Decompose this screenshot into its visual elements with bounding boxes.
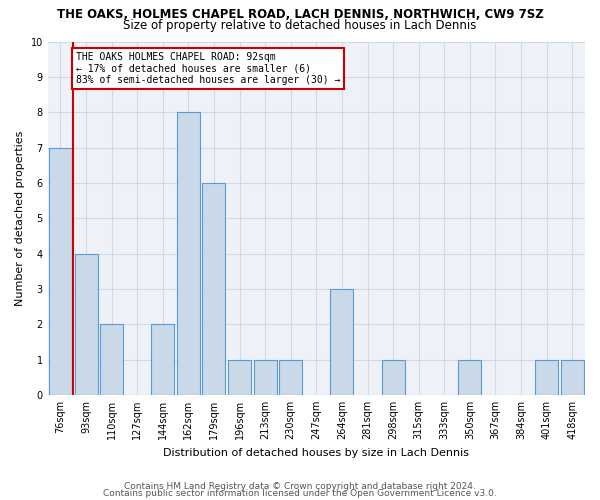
Bar [279, 360, 302, 395]
Bar [382, 360, 404, 395]
X-axis label: Distribution of detached houses by size in Lach Dennis: Distribution of detached houses by size … [163, 448, 469, 458]
Bar [535, 360, 558, 395]
Bar [49, 148, 72, 395]
Bar [458, 360, 481, 395]
Bar [177, 112, 200, 395]
Bar [202, 183, 226, 395]
Bar [74, 254, 98, 395]
Y-axis label: Number of detached properties: Number of detached properties [15, 130, 25, 306]
Bar [560, 360, 584, 395]
Text: Contains public sector information licensed under the Open Government Licence v3: Contains public sector information licen… [103, 489, 497, 498]
Text: THE OAKS, HOLMES CHAPEL ROAD, LACH DENNIS, NORTHWICH, CW9 7SZ: THE OAKS, HOLMES CHAPEL ROAD, LACH DENNI… [56, 8, 544, 20]
Bar [151, 324, 175, 395]
Text: Size of property relative to detached houses in Lach Dennis: Size of property relative to detached ho… [124, 18, 476, 32]
Bar [254, 360, 277, 395]
Bar [228, 360, 251, 395]
Text: Contains HM Land Registry data © Crown copyright and database right 2024.: Contains HM Land Registry data © Crown c… [124, 482, 476, 491]
Bar [100, 324, 123, 395]
Text: THE OAKS HOLMES CHAPEL ROAD: 92sqm
← 17% of detached houses are smaller (6)
83% : THE OAKS HOLMES CHAPEL ROAD: 92sqm ← 17%… [76, 52, 340, 86]
Bar [331, 289, 353, 395]
